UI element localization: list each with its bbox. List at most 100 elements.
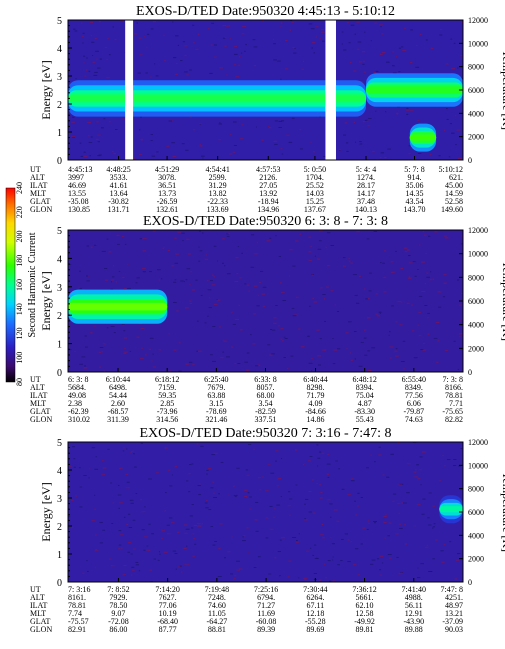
orbit-cell: 3078.	[158, 173, 176, 182]
orbit-cell: 4.87	[358, 399, 372, 408]
spectrogram-image	[68, 442, 463, 582]
y2-tick-label: 8000	[468, 63, 484, 72]
panel-title: EXOS-D/TED Date:950320 4:45:13 - 5:10:12	[136, 4, 395, 19]
orbit-cell: 15.25	[306, 197, 324, 206]
orbit-cell: 68.00	[257, 391, 275, 400]
orbit-cell: -37.09	[442, 617, 463, 626]
orbit-row-label: MLT	[30, 399, 46, 408]
orbit-cell: 140.13	[355, 205, 377, 214]
orbit-cell: 3.54	[259, 399, 273, 408]
orbit-cell: 314.56	[156, 415, 178, 424]
orbit-cell: 3533.	[110, 173, 128, 182]
orbit-cell: -72.08	[108, 617, 129, 626]
orbit-cell: 12.58	[356, 609, 374, 618]
orbit-cell: 5: 0:50	[304, 165, 326, 174]
orbit-row-label: ALT	[30, 383, 45, 392]
colorbar-tick-label: 220	[15, 206, 24, 218]
orbit-cell: -78.69	[206, 407, 227, 416]
orbit-cell: 4:57:53	[256, 165, 280, 174]
orbit-cell: -62.39	[68, 407, 89, 416]
orbit-cell: 8298.	[307, 383, 325, 392]
orbit-cell: 13.55	[68, 189, 86, 198]
orbit-cell: 35.06	[406, 181, 424, 190]
y-tick-label: 5	[57, 438, 62, 449]
orbit-cell: -22.33	[207, 197, 228, 206]
data-gap	[125, 20, 134, 160]
orbit-cell: 28.17	[357, 181, 375, 190]
orbit-cell: 88.81	[208, 625, 226, 634]
orbit-row-label: ILAT	[30, 601, 47, 610]
orbit-cell: 4:51:29	[155, 165, 179, 174]
spectral-feature	[409, 123, 437, 152]
orbit-cell: 86.00	[109, 625, 127, 634]
colorbar-gradient	[5, 187, 16, 383]
orbit-cell: 9.07	[111, 609, 125, 618]
orbit-row-label: ILAT	[30, 391, 47, 400]
orbit-cell: 77.56	[405, 391, 423, 400]
colorbar-tick-label: 240	[15, 182, 24, 194]
orbit-cell: 149.60	[441, 205, 463, 214]
y-tick-label: 3	[57, 72, 62, 83]
orbit-cell: -82.59	[255, 407, 276, 416]
orbit-cell: 82.82	[445, 415, 463, 424]
orbit-cell: 6:10:44	[106, 375, 130, 384]
y-tick-label: 0	[57, 156, 62, 167]
orbit-cell: 7929.	[109, 593, 127, 602]
y2-tick-label: 12000	[468, 226, 488, 235]
orbit-cell: -43.90	[403, 617, 424, 626]
orbit-cell: 5684.	[68, 383, 86, 392]
orbit-cell: 7248.	[208, 593, 226, 602]
orbit-row-label: UT	[30, 375, 41, 384]
orbit-cell: 7:25:16	[254, 585, 278, 594]
spectrogram-image	[68, 230, 463, 372]
y2-tick-label: 0	[468, 156, 472, 165]
y-tick-label: 4	[57, 44, 62, 55]
orbit-cell: -64.27	[207, 617, 228, 626]
orbit-cell: 310.02	[68, 415, 90, 424]
orbit-cell: 36.51	[158, 181, 176, 190]
orbit-cell: 87.77	[159, 625, 177, 634]
orbit-cell: 7: 3: 8	[443, 375, 463, 384]
orbit-cell: -35.08	[68, 197, 89, 206]
orbit-cell: 90.03	[445, 625, 463, 634]
colorbar-tick-label: 140	[15, 303, 24, 315]
orbit-cell: 13.82	[209, 189, 227, 198]
orbit-cell: 3997	[68, 173, 84, 182]
orbit-cell: 5661.	[356, 593, 374, 602]
orbit-cell: -55.28	[305, 617, 326, 626]
orbit-cell: 77.06	[159, 601, 177, 610]
y-tick-label: 1	[57, 340, 62, 351]
y2-tick-label: 8000	[468, 273, 484, 282]
spectrogram-panel: EXOS-D/TED Date:950320 7: 3:16 - 7:47: 8…	[30, 426, 505, 634]
orbit-cell: 7:47: 8	[441, 585, 463, 594]
orbit-cell: 621.	[449, 173, 463, 182]
orbit-cell: -30.82	[108, 197, 129, 206]
orbit-cell: -75.65	[442, 407, 463, 416]
orbit-cell: 59.35	[158, 391, 176, 400]
orbit-cell: 6:18:12	[155, 375, 179, 384]
colorbar-tick-label: 160	[15, 279, 24, 291]
orbit-row-label: GLON	[30, 625, 52, 634]
orbit-cell: 8161.	[68, 593, 86, 602]
orbit-cell: 14.86	[307, 415, 325, 424]
y-tick-label: 1	[57, 128, 62, 139]
orbit-cell: 45.00	[445, 181, 463, 190]
orbit-cell: 6498.	[109, 383, 127, 392]
orbit-cell: 133.69	[207, 205, 229, 214]
orbit-row-label: ALT	[30, 173, 45, 182]
y-tick-label: 0	[57, 368, 62, 379]
orbit-cell: 13.73	[158, 189, 176, 198]
orbit-cell: 43.54	[406, 197, 424, 206]
orbit-cell: 12.18	[306, 609, 324, 618]
orbit-cell: 6:25:40	[204, 375, 228, 384]
orbit-cell: 7679.	[207, 383, 225, 392]
orbit-cell: -60.08	[256, 617, 277, 626]
y2-tick-label: 12000	[468, 16, 488, 25]
orbit-cell: 5: 7: 8	[404, 165, 424, 174]
orbit-cell: 89.81	[356, 625, 374, 634]
orbit-cell: 2126.	[259, 173, 277, 182]
y2-axis-label: Temperature [K]	[500, 472, 505, 552]
